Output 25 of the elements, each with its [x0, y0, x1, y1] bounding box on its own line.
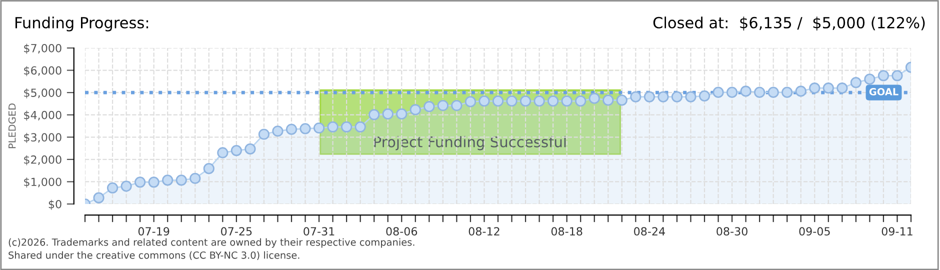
- x-tick-label: 08-06: [386, 227, 418, 236]
- annotation: Project Funding Successful: [374, 136, 566, 150]
- y-axis-title: PLEDGED: [8, 104, 16, 148]
- y-tick-label: $5,000: [24, 88, 62, 98]
- y-tick-label: $2,000: [24, 155, 62, 166]
- x-tick-label: 07-31: [304, 227, 334, 236]
- text: (c)2026. Trademarks and related content are owned by their respective companies.: [8, 238, 414, 248]
- x-tick-label: 08-30: [716, 227, 748, 236]
- chart-title: Funding Progress:: [16, 16, 148, 32]
- text: Shared under the creative commons (CC BY-NC 3.0) license.: [8, 251, 300, 260]
- x-tick-label: 07-19: [138, 227, 170, 236]
- x-tick-label: 08-24: [634, 227, 665, 236]
- y-tick-label: $6,000: [24, 66, 62, 76]
- y-tick-label: $4,000: [24, 110, 62, 121]
- y-tick-label: $1,000: [24, 177, 62, 188]
- y-tick-label: $3,000: [24, 132, 62, 143]
- y-tick-label: $7,000: [24, 44, 62, 54]
- x-tick-label: 09-05: [799, 227, 830, 236]
- x-tick-label: 08-12: [468, 227, 500, 236]
- chart-subtitle: Closed at: $6,135 / $5,000 (122%): [653, 16, 925, 30]
- ref-line-label: GOAL: [869, 88, 898, 96]
- x-tick-label: 09-11: [882, 227, 912, 236]
- x-tick-label: 07-25: [221, 227, 252, 236]
- y-tick-label: $0: [48, 200, 62, 210]
- x-tick-label: 08-18: [551, 227, 582, 236]
